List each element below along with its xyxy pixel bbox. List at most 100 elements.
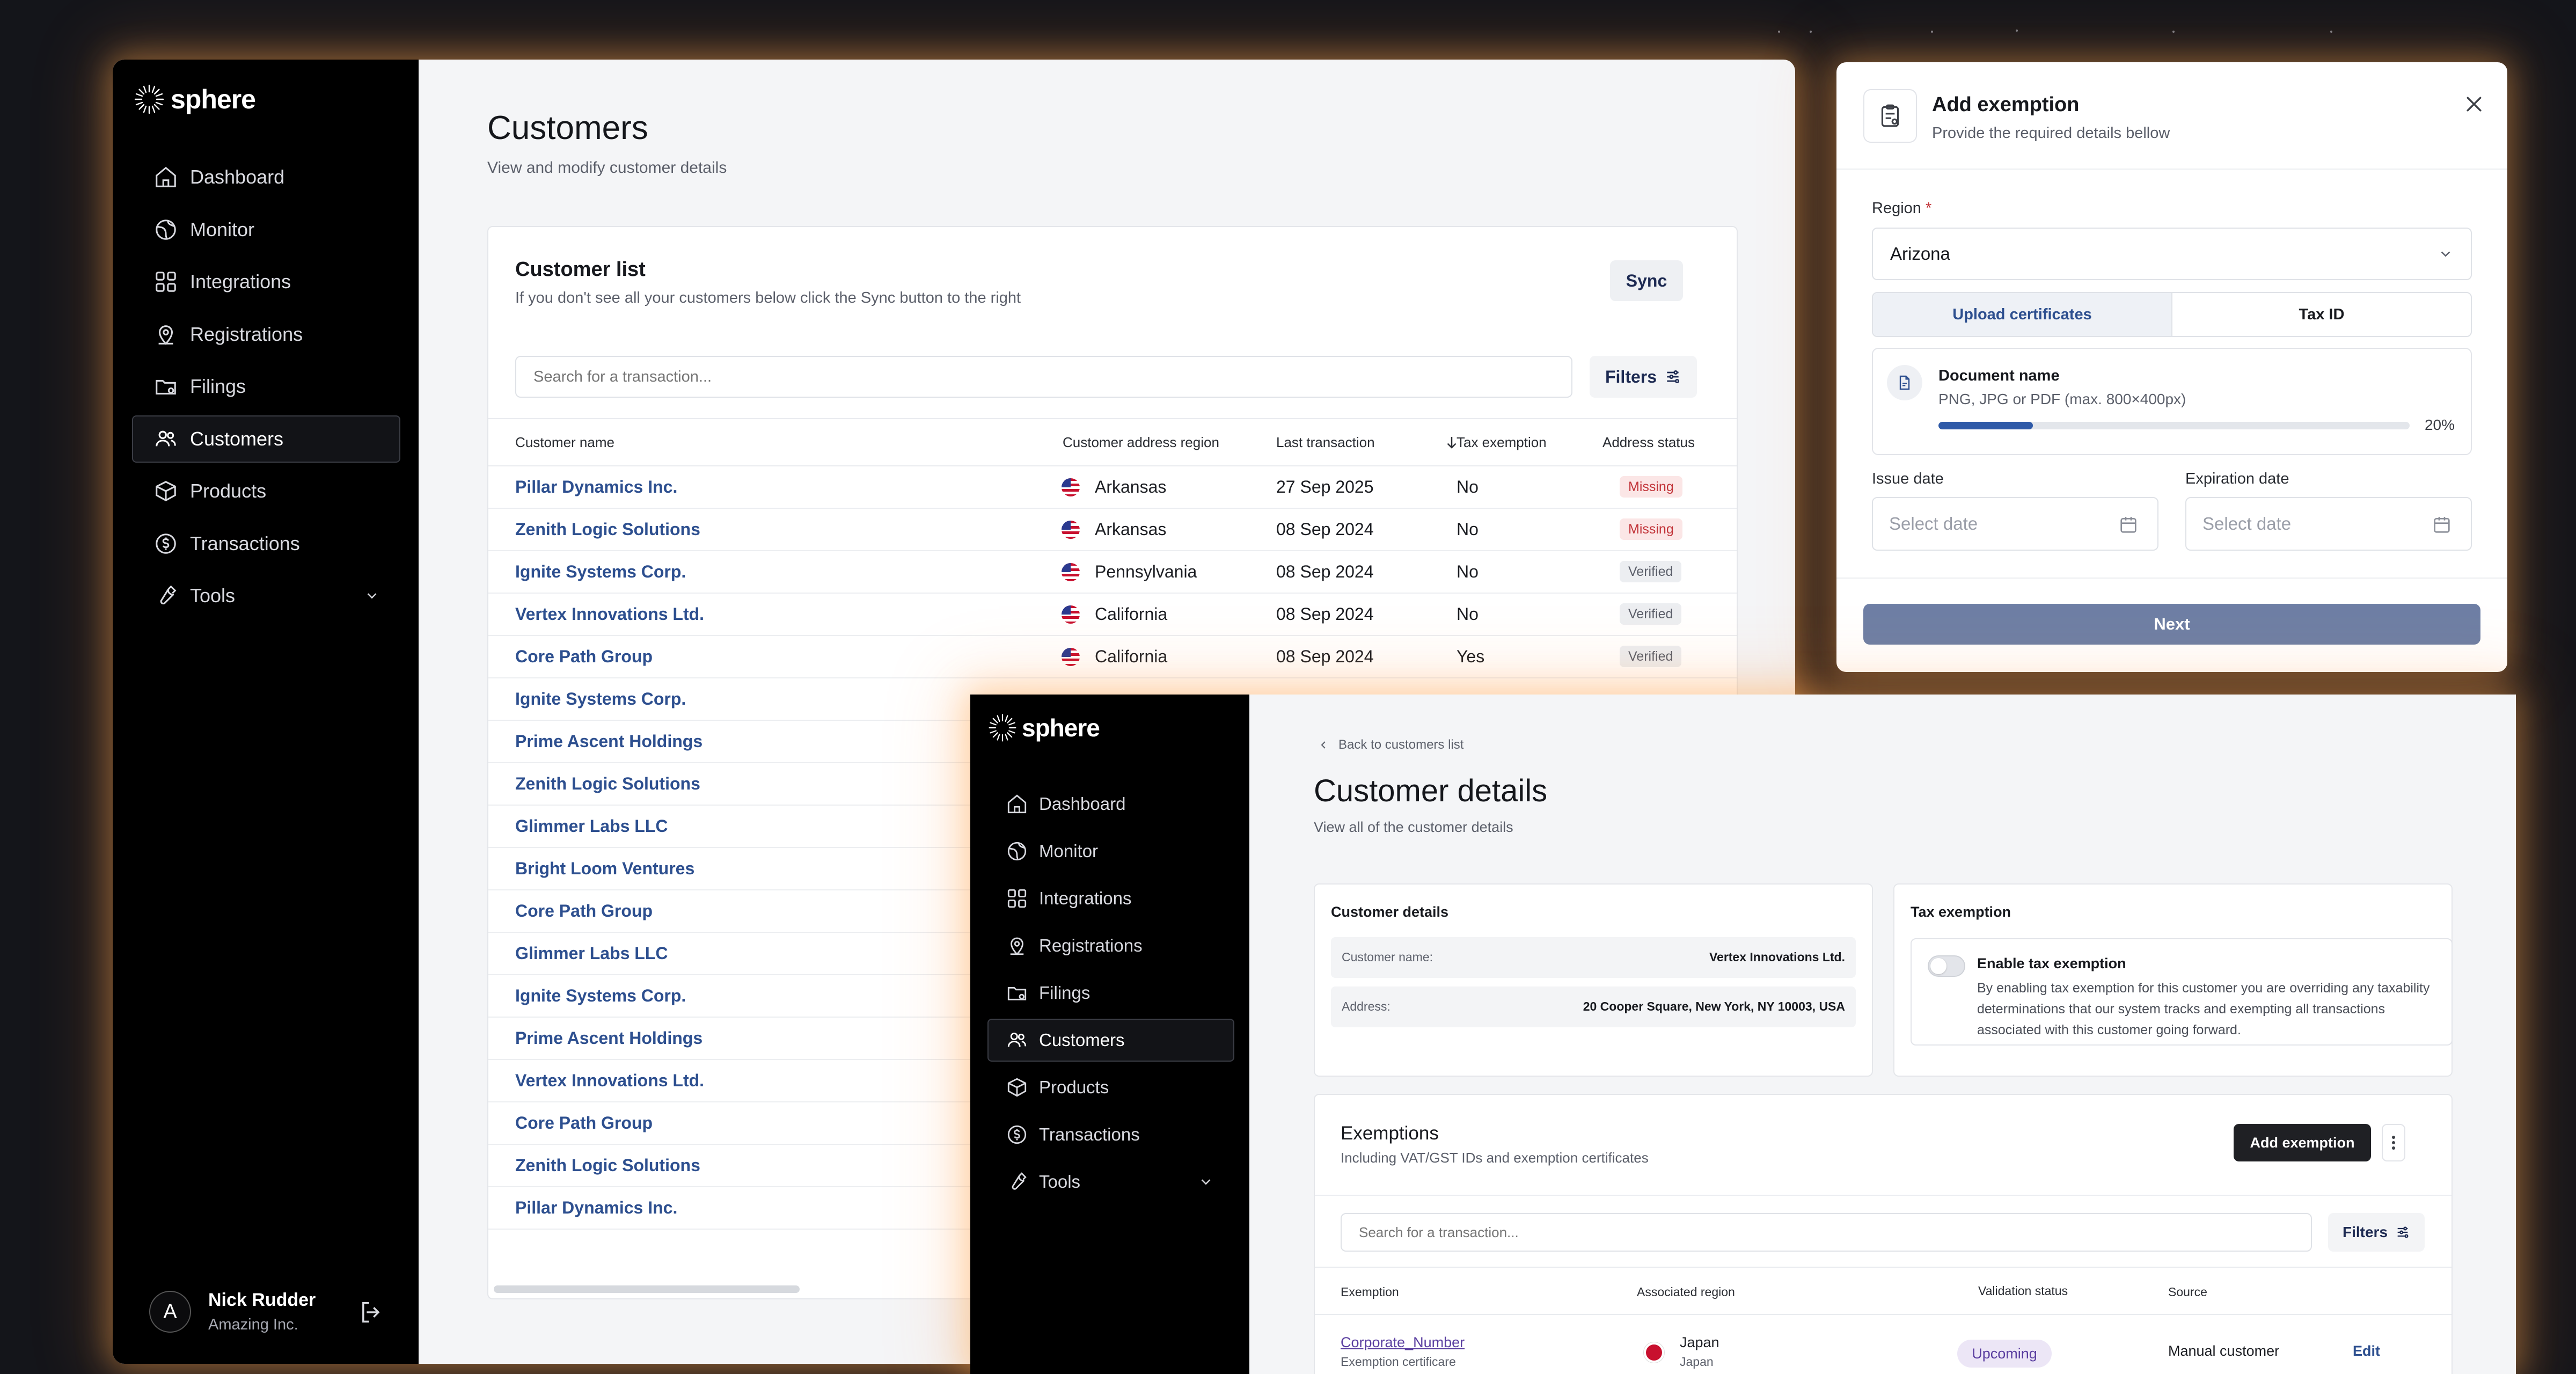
table-row[interactable]: Vertex Innovations Ltd. California 08 Sep …	[488, 594, 1737, 636]
sort-arrow-down-icon[interactable]	[1444, 434, 1460, 450]
column-header[interactable]: Address status	[1602, 434, 1695, 450]
customer-name-link[interactable]: Bright Loom Ventures	[515, 859, 695, 878]
column-header[interactable]: Exemption	[1341, 1285, 1399, 1299]
sidebar-item-dashboard[interactable]: Dashboard	[132, 154, 400, 201]
sidebar-item-products[interactable]: Products	[987, 1066, 1234, 1109]
customer-name-link[interactable]: Zenith Logic Solutions	[515, 520, 700, 539]
horizontal-scrollbar[interactable]	[494, 1285, 800, 1293]
region-value: Arizona	[1890, 244, 1950, 264]
users-icon	[1007, 1033, 1027, 1047]
sliders-icon	[2397, 1226, 2409, 1238]
user-profile: A Nick Rudder Amazing Inc.	[149, 1282, 385, 1341]
customer-name-link[interactable]: Vertex Innovations Ltd.	[515, 604, 705, 624]
sidebar-item-integrations[interactable]: Integrations	[132, 258, 400, 305]
sidebar-item-dashboard[interactable]: Dashboard	[987, 783, 1234, 825]
customer-name-link[interactable]: Zenith Logic Solutions	[515, 774, 700, 793]
back-link-label: Back to customers list	[1338, 737, 1464, 752]
toggle-knob	[1930, 958, 1946, 974]
customer-name-link[interactable]: Ignite Systems Corp.	[515, 689, 686, 708]
last-transaction: 08 Sep 2024	[1276, 604, 1374, 624]
column-header[interactable]: Last transaction	[1276, 434, 1375, 450]
tax-exemption-toggle[interactable]	[1928, 955, 1965, 977]
source: Manual customer	[2168, 1343, 2280, 1359]
back-link[interactable]: Back to customers list	[1317, 737, 1463, 752]
sidebar-item-monitor[interactable]: Monitor	[132, 206, 400, 253]
sidebar-item-integrations[interactable]: Integrations	[987, 877, 1234, 920]
exemption-name-link[interactable]: Corporate_Number	[1341, 1334, 1465, 1350]
table-row[interactable]: Corporate_Number Exemption certificare J…	[1315, 1315, 2451, 1374]
customer-name-link[interactable]: Pillar Dynamics Inc.	[515, 477, 678, 496]
address-key: Address:	[1342, 999, 1391, 1013]
customer-name-link[interactable]: Pillar Dynamics Inc.	[515, 1198, 678, 1217]
table-row[interactable]: Zenith Logic Solutions Arkansas 08 Sep 202…	[488, 509, 1737, 551]
sidebar-item-registrations[interactable]: Registrations	[132, 311, 400, 358]
status-badge: Missing	[1620, 518, 1682, 540]
filters-button[interactable]: Filters	[2328, 1213, 2425, 1252]
sidebar-item-filings[interactable]: Filings	[987, 971, 1234, 1014]
sidebar-item-transactions[interactable]: Transactions	[987, 1113, 1234, 1156]
sidebar-item-transactions[interactable]: Transactions	[132, 520, 400, 567]
tab-tax-id[interactable]: Tax ID	[2299, 305, 2345, 323]
brand-name: sphere	[171, 84, 256, 114]
japan-flag-icon	[1643, 1342, 1665, 1363]
customer-name-link[interactable]: Core Path Group	[515, 1113, 653, 1132]
customer-name-link[interactable]: Ignite Systems Corp.	[515, 562, 686, 581]
home-icon	[1007, 794, 1027, 814]
sidebar-item-monitor[interactable]: Monitor	[987, 830, 1234, 873]
customer-name-link[interactable]: Zenith Logic Solutions	[515, 1156, 700, 1175]
document-upload[interactable]: Document name PNG, JPG or PDF (max. 800×…	[1872, 348, 2472, 455]
last-transaction: 08 Sep 2024	[1276, 647, 1374, 666]
logo[interactable]: sphere	[986, 712, 1100, 744]
table-row[interactable]: Pillar Dynamics Inc. Arkansas 27 Sep 2025 N…	[488, 466, 1737, 509]
more-options-icon[interactable]	[2382, 1124, 2405, 1161]
tab-upload-certificates[interactable]: Upload certificates	[1873, 293, 2172, 336]
region-select[interactable]: Arizona	[1872, 228, 2472, 280]
close-icon[interactable]	[2462, 92, 2486, 116]
customer-name-key: Customer name:	[1342, 950, 1433, 964]
column-header[interactable]: Source	[2168, 1285, 2207, 1299]
sidebar-item-tools[interactable]: Tools	[132, 572, 400, 619]
column-header[interactable]: Associated region	[1637, 1285, 1735, 1299]
add-exemption-button[interactable]: Add exemption	[2234, 1124, 2371, 1161]
customer-name-link[interactable]: Glimmer Labs LLC	[515, 816, 668, 836]
table-row[interactable]: Core Path Group California 08 Sep 2024 Yes V…	[488, 636, 1737, 678]
expiration-date-input[interactable]: Select date	[2185, 497, 2472, 551]
issue-date-input[interactable]: Select date	[1872, 497, 2158, 551]
page-title: Customers	[487, 109, 648, 147]
avatar[interactable]: A	[149, 1291, 191, 1333]
sidebar-item-tools[interactable]: Tools	[987, 1160, 1234, 1203]
customer-name-link[interactable]: Vertex Innovations Ltd.	[515, 1071, 705, 1090]
chevron-down-icon	[367, 593, 377, 599]
sync-button[interactable]: Sync	[1610, 260, 1683, 301]
last-transaction: 08 Sep 2024	[1276, 562, 1374, 581]
next-button[interactable]: Next	[1863, 604, 2480, 645]
filters-button[interactable]: Filters	[1590, 356, 1697, 398]
sidebar-item-registrations[interactable]: Registrations	[987, 924, 1234, 967]
customer-name-link[interactable]: Glimmer Labs LLC	[515, 944, 668, 963]
customer-name-link[interactable]: Core Path Group	[515, 647, 653, 666]
region: California	[1095, 604, 1168, 624]
logo[interactable]: sphere	[132, 82, 256, 116]
edit-link[interactable]: Edit	[2353, 1343, 2380, 1359]
column-header[interactable]: Tax exemption	[1457, 434, 1547, 450]
search-input[interactable]	[1341, 1213, 2312, 1252]
date-placeholder: Select date	[1889, 514, 1978, 533]
sidebar-item-customers[interactable]: Customers	[987, 1019, 1234, 1062]
region: Arkansas	[1095, 520, 1167, 539]
decor-dot	[2016, 30, 2018, 32]
column-header[interactable]: Customer name	[515, 434, 614, 450]
customer-name-link[interactable]: Ignite Systems Corp.	[515, 986, 686, 1005]
sidebar-item-customers[interactable]: Customers	[132, 415, 400, 463]
logout-icon[interactable]	[357, 1298, 385, 1326]
sidebar-item-filings[interactable]: Filings	[132, 363, 400, 410]
customer-name-link[interactable]: Prime Ascent Holdings	[515, 1028, 703, 1048]
main-content: Back to customers list Customer details …	[1249, 695, 2516, 1374]
column-header[interactable]: Customer address region	[1063, 434, 1219, 450]
search-input[interactable]	[515, 356, 1572, 398]
column-header[interactable]: Validation status	[1978, 1284, 2068, 1298]
tax-exemption: No	[1457, 520, 1479, 539]
table-row[interactable]: Ignite Systems Corp. Pennsylvania 08 Sep 2…	[488, 551, 1737, 594]
sidebar-item-products[interactable]: Products	[132, 467, 400, 515]
customer-name-link[interactable]: Core Path Group	[515, 901, 653, 920]
customer-name-link[interactable]: Prime Ascent Holdings	[515, 732, 703, 751]
